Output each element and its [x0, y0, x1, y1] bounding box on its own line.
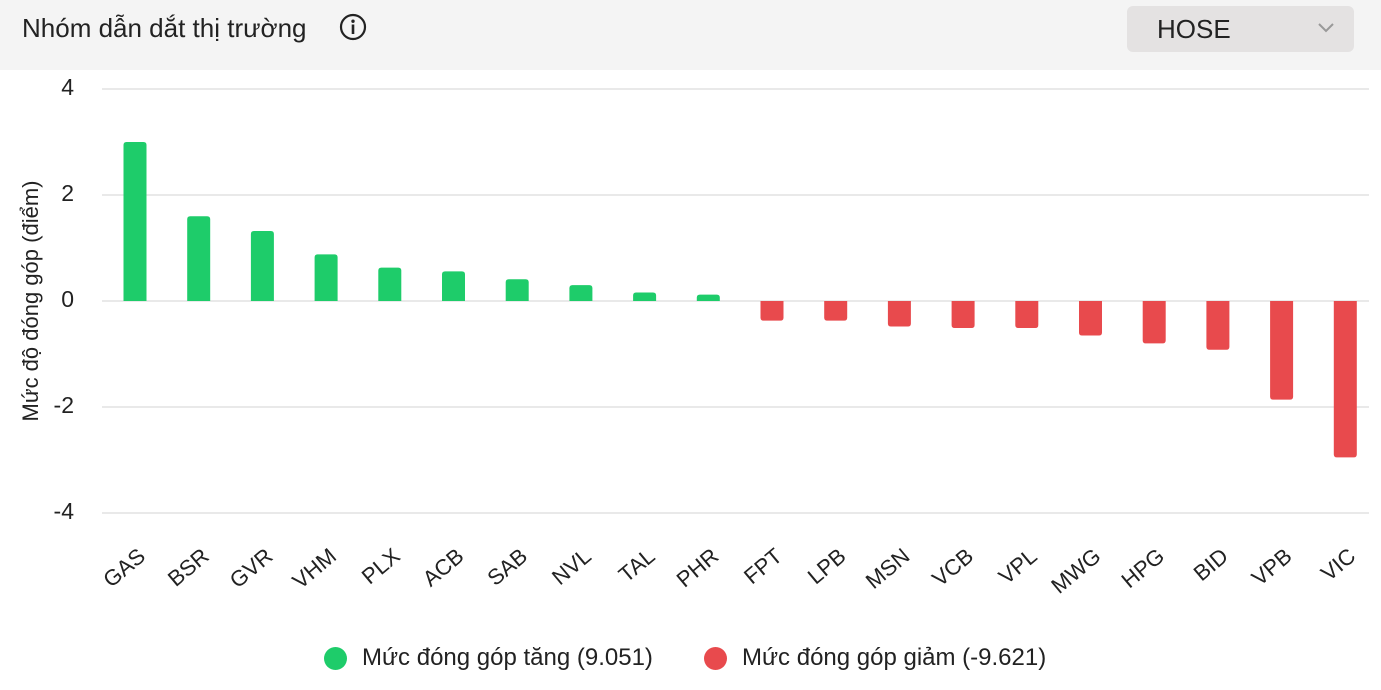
- bar-hpg[interactable]: [1142, 301, 1166, 344]
- bar-sab[interactable]: [505, 279, 529, 301]
- legend-negative-label: Mức đóng góp giảm (-9.621): [742, 644, 1047, 671]
- chart-legend: Mức đóng góp tăng (9.051) Mức đóng góp g…: [0, 640, 1381, 676]
- y-tick-label: 2: [61, 180, 74, 206]
- bar-mwg[interactable]: [1079, 301, 1102, 336]
- x-tick-label: SAB: [482, 543, 532, 590]
- bar-msn[interactable]: [887, 301, 911, 327]
- bar-tal[interactable]: [633, 292, 657, 301]
- x-tick-label: BSR: [163, 543, 214, 591]
- bar-plx[interactable]: [378, 267, 402, 301]
- bar-vpl[interactable]: [1015, 301, 1039, 329]
- chart-header: Nhóm dẫn dắt thị trường HOSE: [0, 0, 1381, 70]
- chart-gridlines: [102, 88, 1369, 514]
- y-tick-label: 4: [61, 74, 74, 100]
- bar-phr[interactable]: [696, 294, 720, 301]
- y-tick-label: -2: [54, 392, 74, 418]
- y-axis-ticks: 4 2 0 -2 -4: [54, 74, 75, 524]
- x-tick-label: MSN: [861, 543, 915, 594]
- legend-negative-dot: [704, 647, 727, 670]
- bar-vcb[interactable]: [951, 301, 975, 329]
- x-tick-label: VIC: [1316, 543, 1360, 586]
- bar-gvr[interactable]: [250, 231, 274, 301]
- bar-nvl[interactable]: [569, 285, 593, 301]
- x-tick-label: TAL: [614, 543, 660, 587]
- y-axis-label: Mức độ đóng góp (điểm): [18, 181, 43, 422]
- bar-vpb[interactable]: [1270, 301, 1294, 400]
- x-tick-label: VCB: [927, 543, 978, 591]
- x-tick-label: HPG: [1117, 543, 1170, 593]
- x-tick-label: PHR: [672, 543, 724, 592]
- legend-positive-dot: [324, 647, 347, 670]
- bar-fpt[interactable]: [760, 301, 784, 321]
- bar-vhm[interactable]: [314, 254, 338, 301]
- x-tick-label: VHM: [288, 543, 342, 594]
- x-tick-label: VPB: [1247, 543, 1297, 590]
- info-icon[interactable]: [339, 13, 367, 41]
- bar-bid[interactable]: [1206, 301, 1230, 350]
- exchange-select[interactable]: HOSE: [1127, 6, 1354, 52]
- x-tick-label: VPL: [994, 543, 1042, 589]
- exchange-select-value: HOSE: [1157, 14, 1231, 44]
- x-tick-label: LPB: [803, 543, 851, 589]
- x-tick-label: PLX: [357, 543, 405, 589]
- bar-gas[interactable]: [123, 142, 147, 301]
- bar-bsr[interactable]: [187, 216, 211, 301]
- x-tick-label: FPT: [739, 543, 787, 589]
- x-tick-label: ACB: [418, 543, 469, 591]
- y-tick-label: 0: [61, 286, 74, 312]
- x-tick-label: BID: [1189, 543, 1233, 586]
- x-tick-label: GVR: [225, 543, 278, 593]
- chart-bars: [123, 142, 1357, 458]
- x-tick-label: MWG: [1046, 543, 1105, 598]
- legend-positive-label: Mức đóng góp tăng (9.051): [362, 644, 653, 671]
- x-tick-label: GAS: [98, 543, 150, 592]
- bar-acb[interactable]: [442, 271, 465, 301]
- page-title: Nhóm dẫn dắt thị trường: [22, 13, 307, 43]
- bar-vic[interactable]: [1333, 301, 1357, 458]
- x-tick-label: NVL: [547, 543, 596, 590]
- x-axis-ticks: GAS BSR GVR VHM PLX ACB SAB NVL TAL PHR FPT LPB MSN V…: [98, 543, 1360, 598]
- bar-chart: 4 2 0 -2 -4 Mức độ đóng góp (điểm) GAS BSR GVR…: [18, 74, 1369, 598]
- bar-lpb[interactable]: [824, 301, 848, 321]
- y-tick-label: -4: [54, 498, 75, 524]
- chevron-down-icon: [1318, 23, 1334, 33]
